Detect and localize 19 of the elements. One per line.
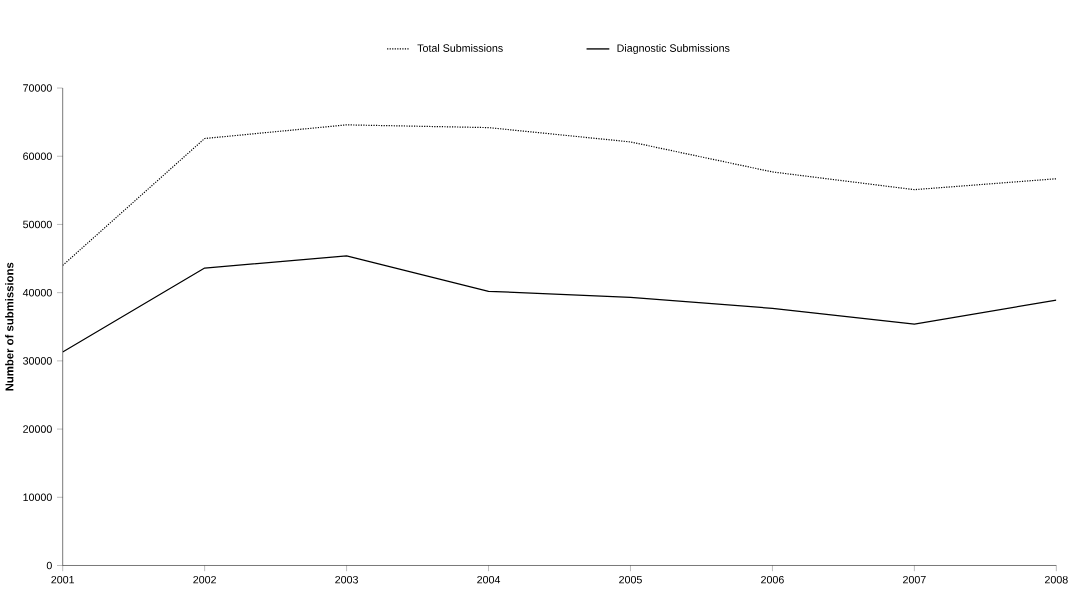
- y-tick-label: 10000: [23, 493, 52, 501]
- y-tick-label: 70000: [23, 84, 52, 92]
- x-tick-label: 2004: [477, 575, 501, 584]
- y-axis-title: Number of submissions: [5, 262, 14, 391]
- y-tick-label: 60000: [23, 152, 52, 160]
- x-tick-label: 2002: [193, 575, 216, 584]
- x-tick-label: 2007: [903, 575, 926, 584]
- legend-label: Total Submissions: [417, 43, 503, 52]
- y-tick-label: 0: [46, 561, 52, 570]
- legend-label: Diagnostic Submissions: [617, 43, 730, 54]
- x-tick-label: 2005: [619, 575, 642, 584]
- x-tick-label: 2001: [51, 575, 75, 584]
- y-tick-label: 40000: [22, 288, 52, 297]
- y-tick-label: 20000: [23, 425, 52, 433]
- y-tick-label: 50000: [23, 220, 52, 229]
- x-tick-label: 2003: [335, 575, 358, 584]
- y-tick-label: 30000: [23, 357, 52, 365]
- x-tick-label: 2006: [761, 575, 784, 584]
- x-tick-label: 2008: [1045, 575, 1068, 584]
